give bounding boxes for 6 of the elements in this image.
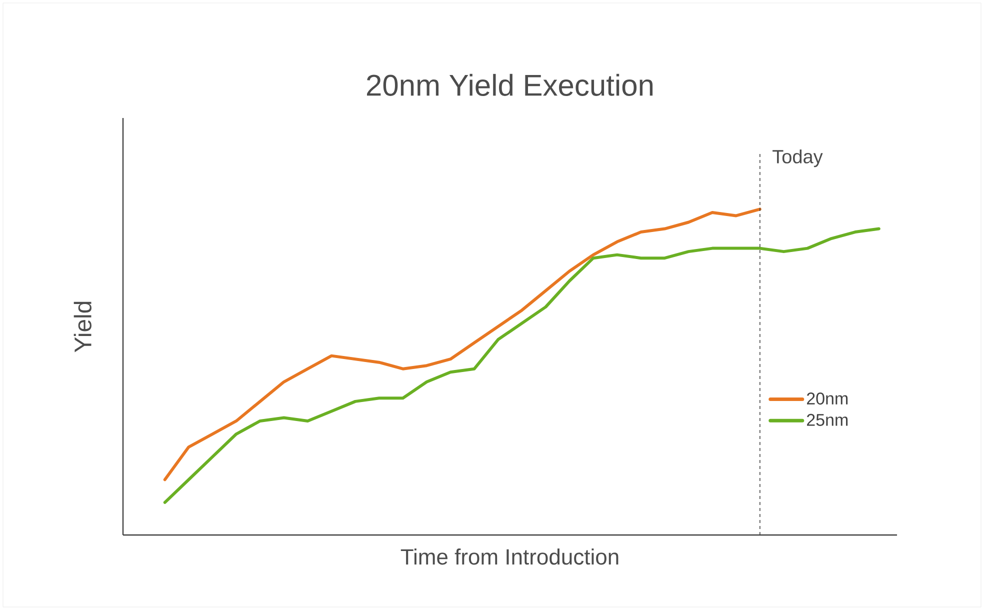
legend-label: 25nm (807, 414, 848, 426)
x-axis-title: Time from Introduction (400, 548, 618, 565)
y-axis-title: Yield (74, 302, 92, 352)
text: Today (772, 149, 823, 168)
chart-title: 20nm Yield Execution (366, 74, 653, 96)
legend-label: 20nm (807, 392, 848, 405)
